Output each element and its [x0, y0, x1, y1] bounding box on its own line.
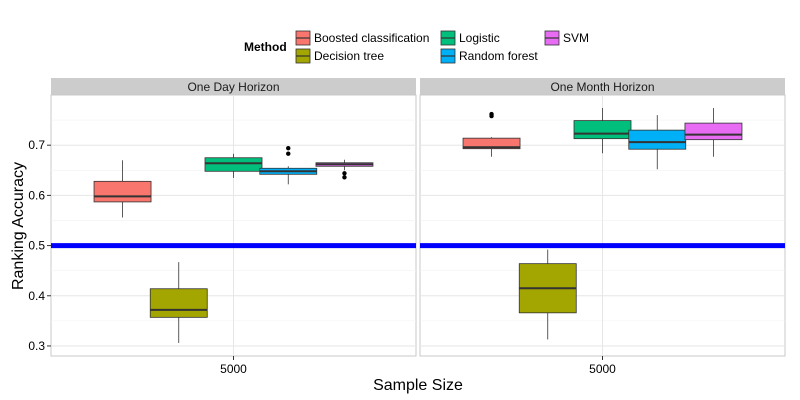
- y-tick-label: 0.4: [28, 289, 45, 303]
- box-body: [684, 122, 743, 141]
- y-tick-label: 0.5: [28, 239, 45, 253]
- box-body: [93, 180, 152, 203]
- legend-label: Decision tree: [314, 49, 384, 63]
- legend-label: Random forest: [459, 49, 538, 63]
- strip-background: [51, 78, 416, 95]
- box-svm: [684, 108, 743, 157]
- box-logistic: [573, 108, 632, 154]
- y-tick-label: 0.7: [28, 138, 45, 152]
- legend-label: Boosted classification: [314, 31, 429, 45]
- outlier-point: [342, 175, 347, 180]
- legend-item: Boosted classification: [294, 29, 429, 47]
- y-tick-label: 0.3: [28, 339, 45, 353]
- box-logistic: [204, 153, 263, 178]
- legend-item: SVM: [543, 29, 589, 47]
- box-body: [628, 129, 687, 150]
- legend-label: SVM: [563, 31, 589, 45]
- box-body: [149, 288, 208, 318]
- box-body: [573, 120, 632, 140]
- legend-label: Logistic: [459, 31, 500, 45]
- outlier-point: [286, 151, 291, 156]
- outlier-point: [342, 171, 347, 176]
- outlier-point: [489, 111, 494, 117]
- box-decision-tree: [149, 262, 208, 343]
- box-body: [462, 137, 521, 150]
- box-boosted-classification: [93, 160, 152, 218]
- box-body: [204, 157, 263, 172]
- legend-item: Decision tree: [294, 47, 384, 65]
- strip-label: One Month Horizon: [550, 80, 654, 94]
- legend-title: Method: [244, 40, 287, 54]
- strip-label: One Day Horizon: [187, 80, 279, 94]
- box-decision-tree: [518, 249, 577, 340]
- box-boosted-classification: [462, 111, 521, 157]
- x-tick-label: 5000: [589, 362, 616, 376]
- box-random-forest: [259, 146, 318, 185]
- plot-layer: [51, 95, 785, 356]
- legend-item: Logistic: [439, 29, 500, 47]
- x-axis-title: Sample Size: [373, 377, 463, 394]
- strip-background: [420, 78, 785, 95]
- y-axis: 0.3 0.4 0.5 0.6 0.7: [28, 138, 603, 360]
- x-tick-label: 5000: [220, 362, 247, 376]
- legend: Method Boosted classification Decision tr…: [244, 29, 589, 65]
- legend-item: Random forest: [439, 47, 538, 65]
- box-svm: [315, 159, 374, 180]
- y-tick-label: 0.6: [28, 188, 45, 202]
- box-random-forest: [628, 115, 687, 170]
- outlier-point: [286, 146, 291, 151]
- y-axis-title: Ranking Accuracy: [10, 162, 27, 290]
